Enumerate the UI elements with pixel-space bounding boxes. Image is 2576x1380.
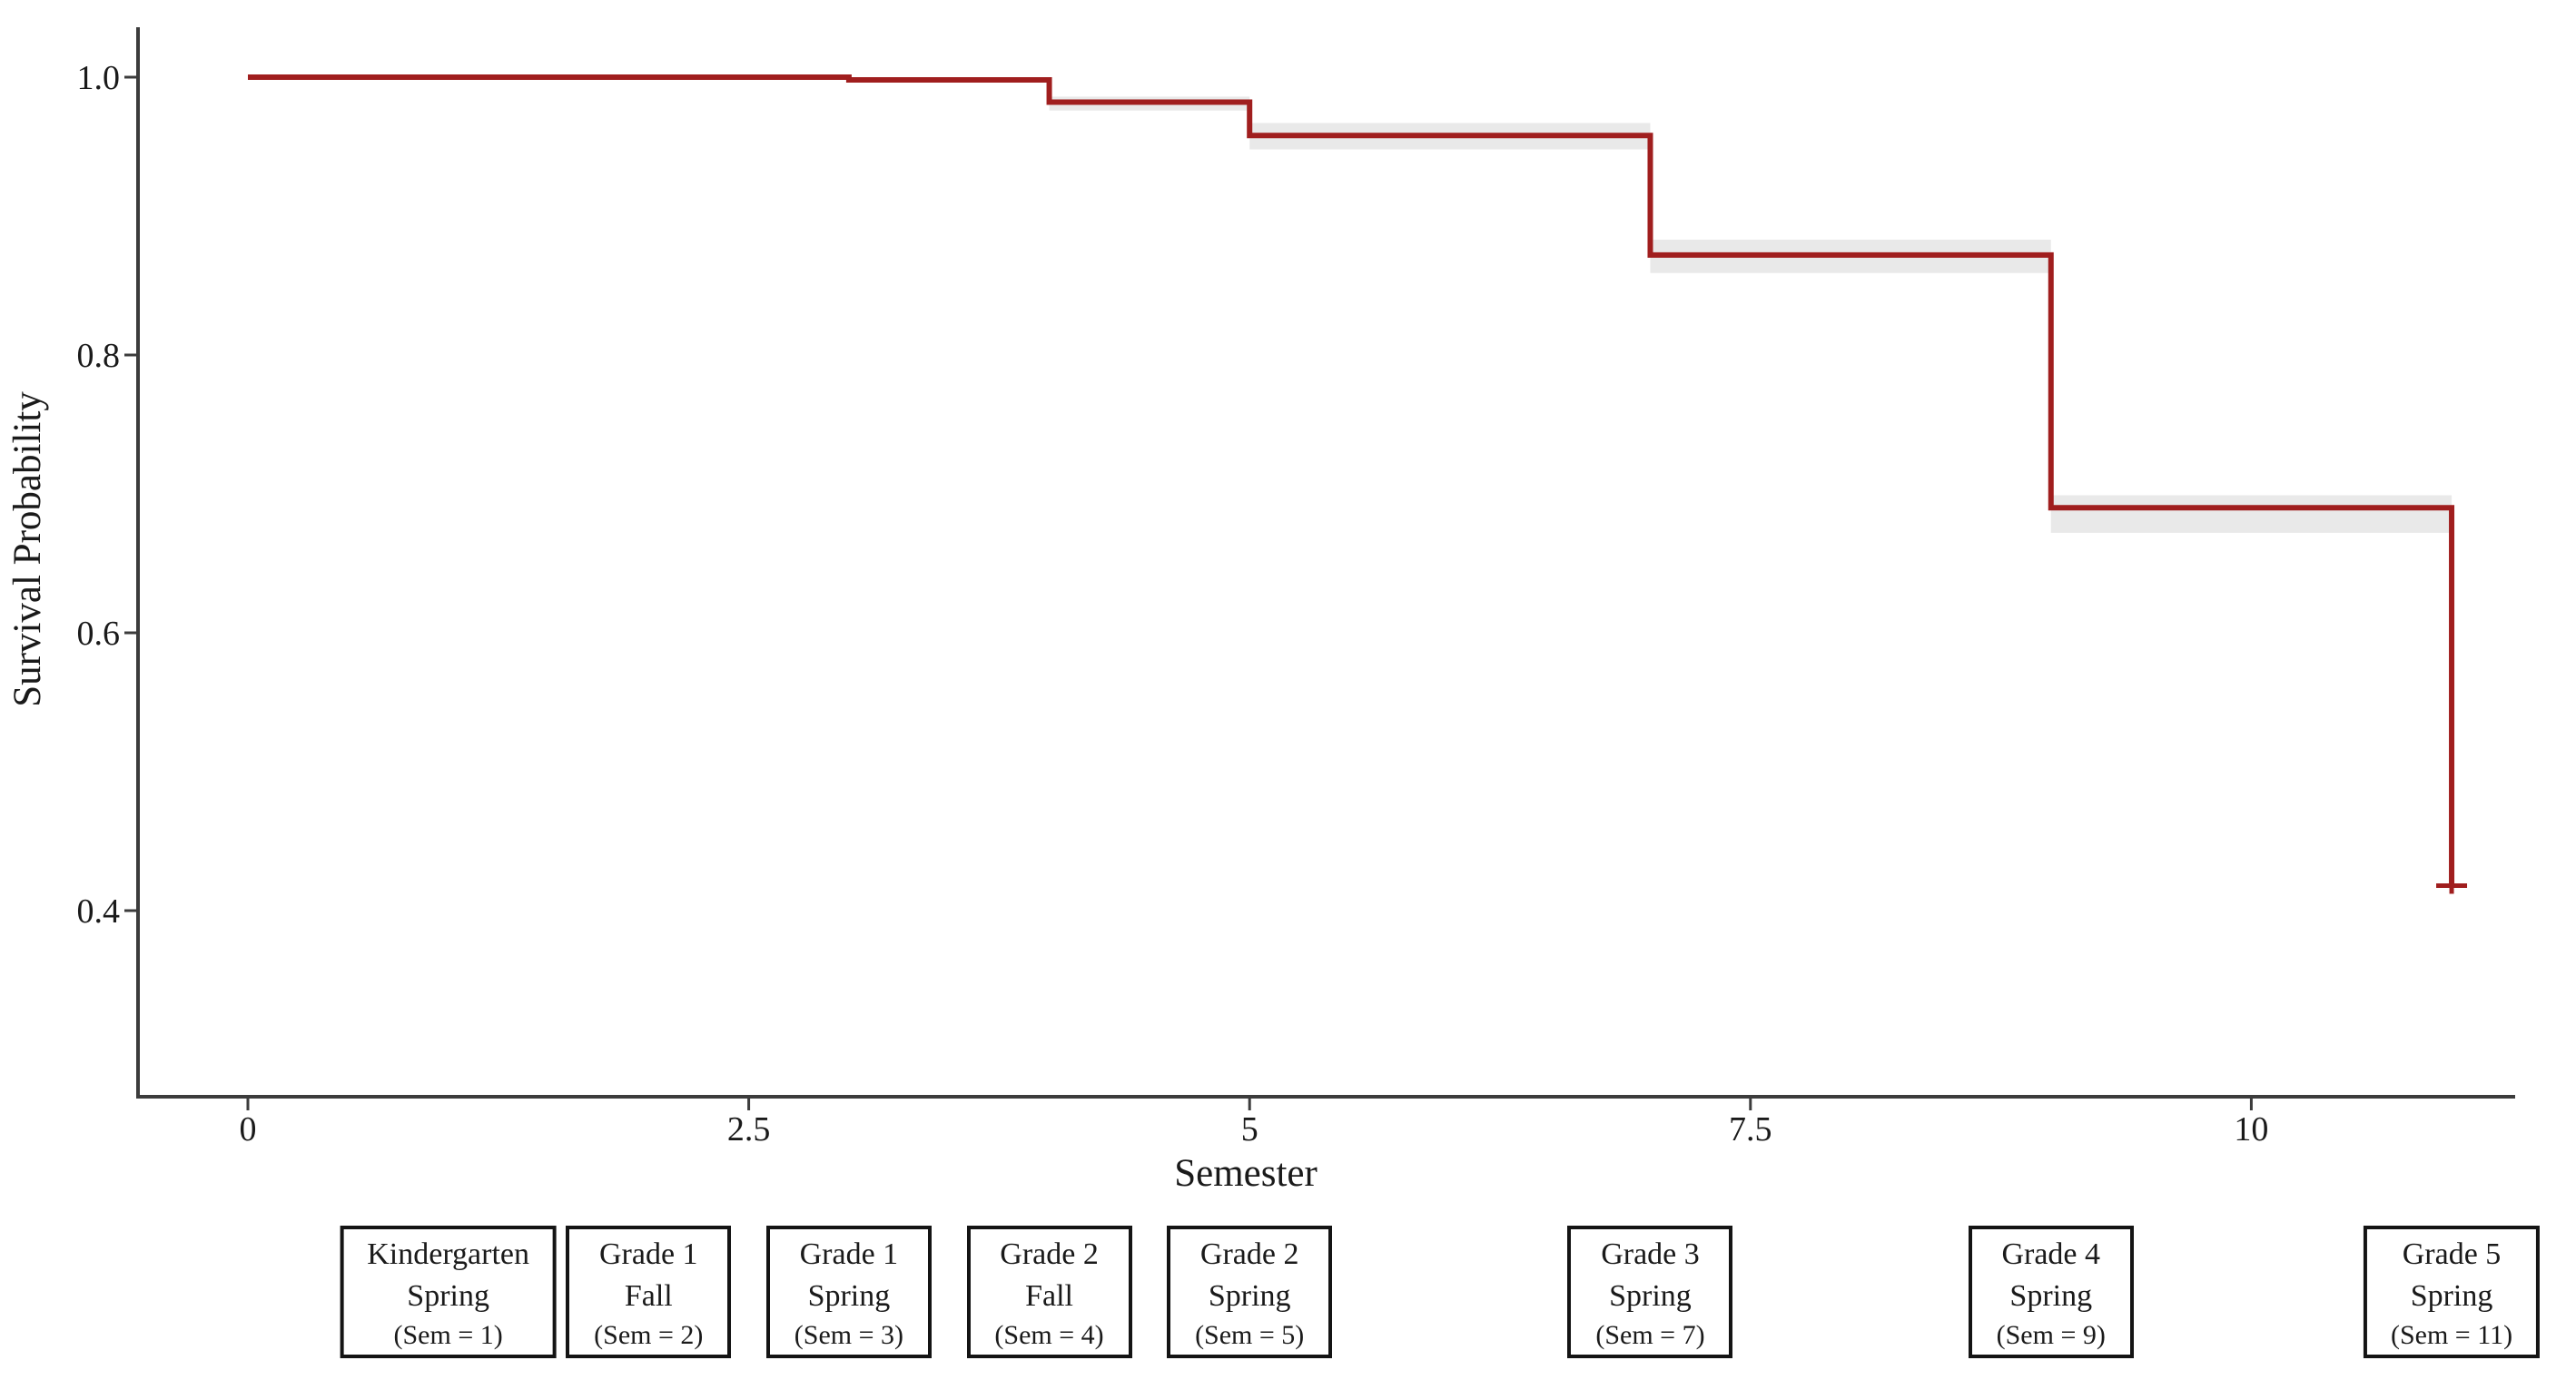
y-tick-label: 0.6 xyxy=(77,615,121,653)
y-axis-line xyxy=(136,27,140,1099)
semester-box: Grade 2 Spring (Sem = 5) xyxy=(1167,1226,1333,1358)
semester-box: Grade 3 Spring (Sem = 7) xyxy=(1567,1226,1733,1358)
semester-box-grade: Grade 5 xyxy=(2402,1237,2502,1271)
semester-box-sem-number: (Sem = 11) xyxy=(2390,1320,2513,1350)
semester-box-term: Spring xyxy=(2410,1279,2493,1313)
confidence-interval-ribbon xyxy=(2050,495,2453,533)
y-tick-mark xyxy=(124,353,136,357)
semester-box: Grade 1 Spring (Sem = 3) xyxy=(765,1226,932,1358)
semester-box: Grade 2 Fall (Sem = 4) xyxy=(966,1226,1132,1358)
semester-box-grade: Grade 4 xyxy=(2001,1237,2101,1271)
semester-box-sem-number: (Sem = 2) xyxy=(594,1320,704,1350)
x-tick-mark xyxy=(246,1099,250,1110)
semester-box-sem-number: (Sem = 3) xyxy=(794,1320,904,1350)
semester-box: Grade 5 Spring (Sem = 11) xyxy=(2363,1226,2541,1358)
semester-box-term: Fall xyxy=(624,1279,673,1313)
x-tick-mark xyxy=(1749,1099,1752,1110)
x-tick-label: 10 xyxy=(2234,1110,2268,1148)
x-axis-line xyxy=(136,1095,2515,1099)
semester-box-term: Spring xyxy=(1208,1279,1291,1313)
semester-box-grade: Grade 3 xyxy=(1601,1237,1700,1271)
x-axis-title: Semester xyxy=(1174,1152,1318,1195)
semester-box-grade: Grade 1 xyxy=(598,1237,698,1271)
x-tick-label: 7.5 xyxy=(1729,1110,1772,1148)
survival-curve-group xyxy=(248,74,2468,894)
y-tick-label: 1.0 xyxy=(77,59,121,97)
semester-box: Grade 4 Spring (Sem = 9) xyxy=(1968,1226,2134,1358)
axes-group xyxy=(136,27,2515,1099)
semester-box-grade: Grade 2 xyxy=(1199,1237,1299,1271)
semester-box-grade: Grade 1 xyxy=(799,1237,899,1271)
semester-box-grade: Kindergarten xyxy=(367,1237,529,1271)
semester-box-term: Spring xyxy=(407,1279,489,1313)
semester-box-sem-number: (Sem = 4) xyxy=(994,1320,1104,1350)
y-axis-title: Survival Probability xyxy=(6,391,49,707)
semester-box-term: Spring xyxy=(807,1279,891,1313)
y-tick-mark xyxy=(124,909,136,912)
y-tick-label: 0.8 xyxy=(77,337,121,375)
semester-box-grade: Grade 2 xyxy=(1000,1237,1099,1271)
semester-box-sem-number: (Sem = 5) xyxy=(1195,1320,1305,1350)
x-tick-mark xyxy=(747,1099,751,1110)
semester-box-term: Spring xyxy=(1609,1279,1692,1313)
semester-box-term: Spring xyxy=(2009,1279,2093,1313)
x-tick-label: 0 xyxy=(240,1110,257,1148)
y-tick-mark xyxy=(124,631,136,635)
x-tick-label: 2.5 xyxy=(727,1110,771,1148)
y-tick-label: 0.4 xyxy=(77,892,121,931)
y-tick-mark xyxy=(124,75,136,79)
semester-box-sem-number: (Sem = 7) xyxy=(1595,1320,1705,1350)
x-tick-mark xyxy=(1248,1099,1251,1110)
semester-box: Grade 1 Fall (Sem = 2) xyxy=(566,1226,732,1358)
semester-box: Kindergarten Spring (Sem = 1) xyxy=(340,1226,557,1358)
semester-box-term: Fall xyxy=(1025,1279,1073,1313)
survival-step-curve xyxy=(248,74,2455,886)
ticks-group: 1.0 0.8 0.6 0.4 0 2.5 5 7.5 10 xyxy=(77,59,2269,1148)
semester-box-sem-number: (Sem = 1) xyxy=(393,1320,503,1350)
x-tick-mark xyxy=(2249,1099,2253,1110)
x-tick-label: 5 xyxy=(1241,1110,1258,1148)
semester-box-sem-number: (Sem = 9) xyxy=(1996,1320,2106,1350)
